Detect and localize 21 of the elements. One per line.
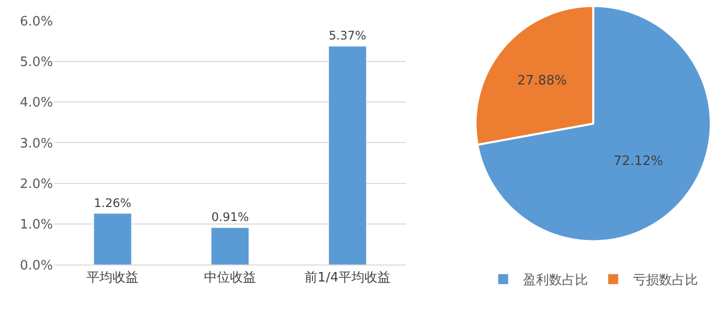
y-tick-label: 4.0% (20, 96, 53, 111)
x-tick-label: 前1/4平均收益 (304, 270, 390, 286)
y-tick-label: 5.0% (20, 54, 53, 70)
legend-label: 亏损数占比 (633, 273, 698, 288)
y-tick-label: 6.0% (20, 14, 53, 30)
data-label: 0.91% (211, 210, 249, 224)
y-tick-label: 3.0% (20, 136, 53, 152)
data-label: 5.37% (328, 28, 366, 43)
bar (94, 213, 132, 265)
x-tick-label: 中位收益 (204, 270, 256, 286)
x-tick-label: 平均收益 (86, 270, 139, 286)
y-tick-label: 2.0% (20, 176, 53, 192)
data-label: 72.12% (614, 154, 664, 169)
pie-slice (476, 5, 712, 242)
bar (328, 46, 367, 265)
bar (211, 227, 250, 265)
y-tick-label: 1.0% (20, 218, 53, 233)
y-tick-label: 0.0% (20, 258, 53, 274)
data-label: 1.26% (94, 196, 132, 210)
legend-label: 盈利数占比 (523, 273, 588, 288)
data-label: 27.88% (517, 74, 567, 89)
